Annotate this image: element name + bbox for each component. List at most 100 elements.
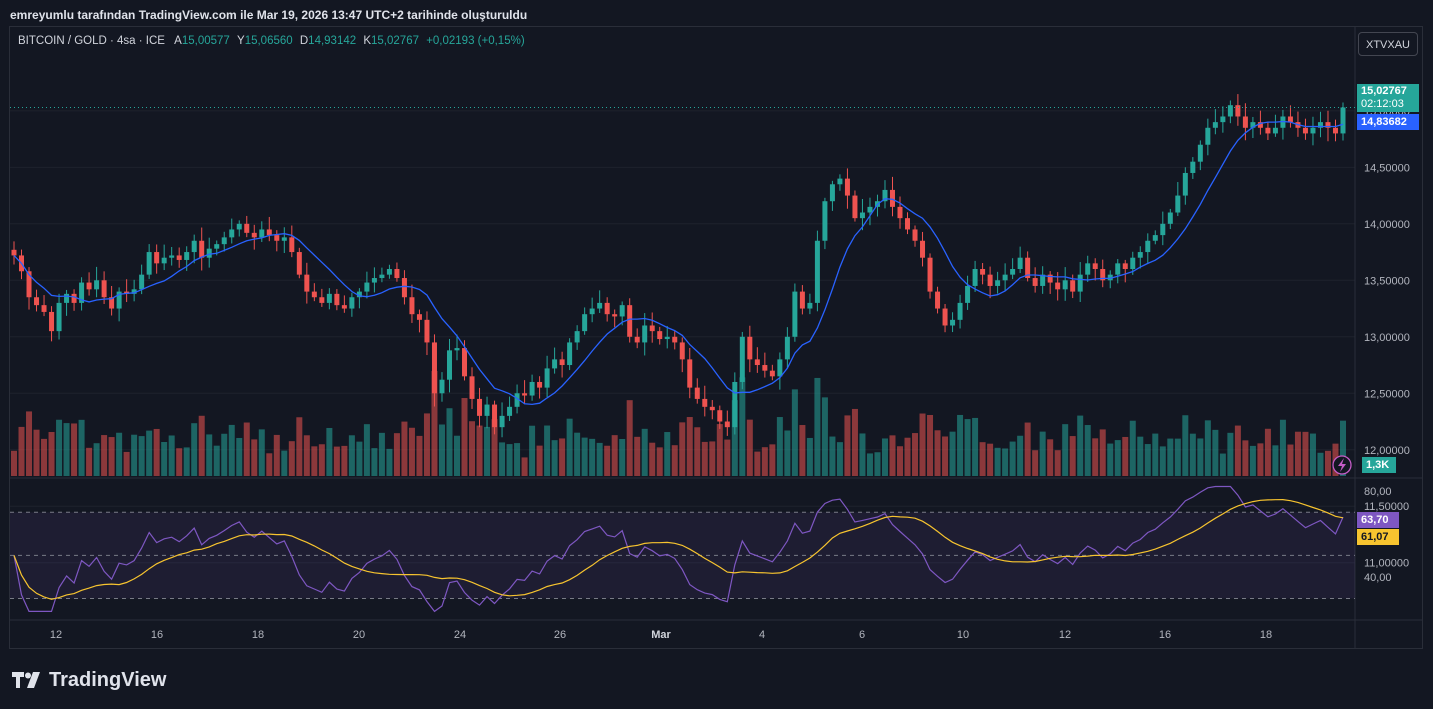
candle-body [965,285,971,303]
volume-bar [363,424,370,476]
volume-bar [529,425,536,476]
price-tick-label: 12,50000 [1364,388,1410,400]
volume-bar [56,419,63,476]
candle-body [236,223,242,230]
volume-bar [919,413,926,476]
candle-body [416,314,422,320]
volume-bar [146,430,153,476]
volume-bar [198,415,205,476]
volume-bar [739,377,746,476]
candle-body [1070,280,1076,292]
tradingview-logo-icon [12,672,40,688]
candle-body [642,325,648,343]
candle-body [612,314,618,317]
candle-body [1325,122,1331,128]
candle-body [176,255,182,260]
candle-body [499,415,505,428]
volume-bar [754,451,761,476]
volume-bar [1167,438,1174,476]
volume-bar [791,389,798,476]
volume-bar [311,446,318,476]
volume-bar [1249,445,1256,476]
candle-body [304,274,310,292]
volume-bar [664,432,671,476]
volume-bar [123,451,130,476]
candle-body [747,336,753,360]
volume-bar [86,447,93,476]
volume-bar [1309,433,1316,476]
candle-body [71,293,77,303]
candle-body [702,398,708,407]
volume-bar [476,425,483,476]
volume-bar [927,414,934,476]
candle-body [1025,257,1031,279]
symbol-button[interactable]: XTVXAU [1358,32,1418,56]
candle-body [221,237,227,245]
volume-bar [589,438,596,476]
volume-bar [33,429,40,476]
candle-body [229,229,235,238]
legend-close-label: K [363,35,372,47]
candle-body [1055,282,1061,290]
volume-bar [378,432,385,476]
time-tick-label: 20 [353,629,365,641]
candle-body [1182,172,1188,196]
time-tick-label: 12 [1059,629,1071,641]
candle-body [619,305,625,317]
volume-bar [746,419,753,476]
volume-bar [1340,420,1346,476]
volume-bar [348,435,355,476]
volume-bar [318,444,325,476]
volume-bar [1107,443,1114,476]
volume-bar [859,433,866,476]
candle-body [1340,107,1346,134]
volume-bar [1099,429,1106,476]
candle-body [1032,278,1038,286]
volume-bar [994,447,1001,476]
candle-body [537,381,543,388]
candle-body [920,240,926,258]
candle-body [311,291,317,298]
volume-bar [709,441,716,476]
candle-body [1047,274,1053,283]
legend-close: 15,02767 [371,35,419,47]
volume-bar [1302,431,1309,476]
candle-body [957,302,963,320]
volume-bar [1204,420,1211,476]
candle-body [859,212,865,219]
candle-body [1122,263,1128,269]
price-tick-label: 12,00000 [1364,445,1410,457]
volume-bar [1002,448,1009,476]
legend-symbol[interactable]: BITCOIN / GOLD · 4sa · ICE [18,35,165,47]
rsi-tag: 63,70 [1357,512,1399,528]
candle-body [296,252,302,275]
rsi-ma-tag: 61,07 [1357,529,1399,545]
rsi-tick-label: 80,00 [1364,486,1392,498]
symbol-legend: BITCOIN / GOLD · 4sa · ICE A15,00577 Y15… [18,35,525,47]
volume-bar [371,448,378,476]
volume-bar [1129,420,1136,476]
candle-body [950,319,956,326]
price-tick-label: 14,00000 [1364,219,1410,231]
candle-body [349,297,355,309]
volume-bar [874,452,881,476]
volume-bar [1114,440,1121,476]
candle-body [1077,274,1083,292]
candle-body [289,237,295,253]
volume-bar [949,431,956,476]
candle-body [882,189,888,202]
volume-bar [341,445,348,476]
volume-bar [438,424,445,476]
candle-body [942,308,948,326]
candle-body [386,269,392,275]
volume-bar [131,434,138,476]
volume-bar [649,442,656,476]
candle-body [1167,212,1173,224]
candle-body [777,359,783,377]
volume-bar [251,439,258,476]
volume-bar [48,432,55,476]
candle-body [649,325,655,332]
candle-body [657,331,663,340]
volume-bar [1062,424,1069,476]
